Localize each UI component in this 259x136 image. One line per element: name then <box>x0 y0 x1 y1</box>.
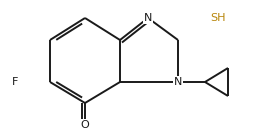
Text: O: O <box>81 120 89 130</box>
Text: N: N <box>144 13 152 23</box>
Text: SH: SH <box>210 13 226 23</box>
Text: N: N <box>174 77 182 87</box>
Text: F: F <box>12 77 18 87</box>
